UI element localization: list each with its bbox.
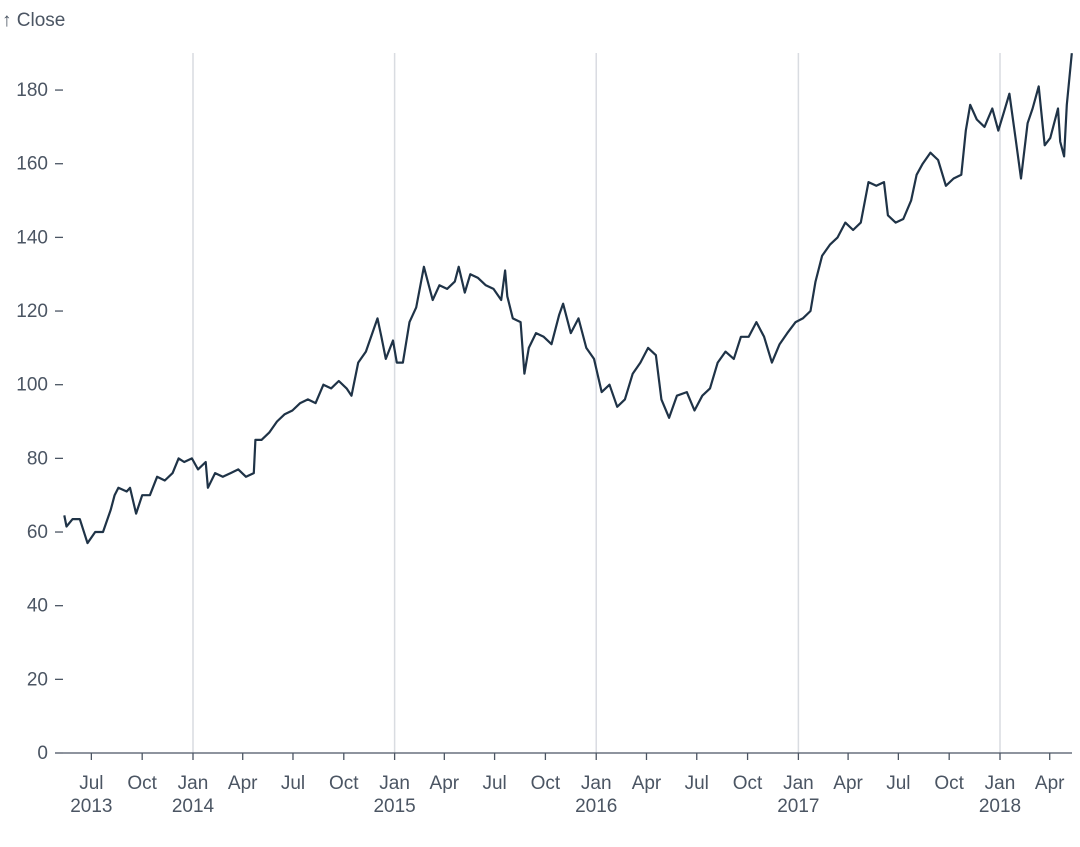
- x-tick-month-label: Apr: [430, 773, 460, 794]
- x-tick-month-label: Jul: [79, 773, 103, 794]
- x-tick-month-label: Jul: [886, 773, 910, 794]
- x-tick-month-label: Jan: [783, 773, 814, 794]
- y-tick-label: 20: [27, 669, 48, 690]
- x-tick-year-label: 2015: [373, 796, 415, 817]
- x-tick-year-label: 2013: [70, 796, 112, 817]
- x-tick-month-label: Apr: [833, 773, 863, 794]
- x-tick-month-label: Oct: [934, 773, 964, 794]
- x-tick-month-label: Jan: [581, 773, 612, 794]
- x-tick-month-label: Apr: [228, 773, 258, 794]
- x-tick-month-label: Oct: [531, 773, 561, 794]
- y-tick-label: 100: [16, 375, 48, 396]
- x-tick-month-label: Oct: [127, 773, 157, 794]
- x-tick-month-label: Jul: [281, 773, 305, 794]
- x-tick-month-label: Jan: [178, 773, 209, 794]
- x-tick-year-label: 2016: [575, 796, 617, 817]
- x-tick-month-label: Jan: [379, 773, 410, 794]
- x-tick-month-label: Jul: [685, 773, 709, 794]
- x-tick-month-label: Oct: [329, 773, 359, 794]
- x-tick-year-label: 2018: [979, 796, 1021, 817]
- x-tick-month-label: Jan: [985, 773, 1016, 794]
- y-tick-label: 60: [27, 522, 48, 543]
- y-tick-label: 180: [16, 80, 48, 101]
- y-tick-label: 40: [27, 596, 48, 617]
- y-tick-label: 120: [16, 301, 48, 322]
- y-tick-label: 0: [37, 743, 48, 764]
- y-axis: 0 20 40 60 80 100 120 140 160 180: [16, 80, 63, 764]
- gridlines: [192, 53, 1001, 753]
- x-tick-month-label: Jul: [482, 773, 506, 794]
- y-tick-label: 160: [16, 154, 48, 175]
- x-tick-year-label: 2014: [172, 796, 215, 817]
- y-axis-label: ↑ Close: [2, 10, 65, 31]
- y-tick-label: 80: [27, 448, 48, 469]
- x-tick-month-label: Apr: [632, 773, 662, 794]
- y-tick-label: 140: [16, 227, 48, 248]
- x-tick-month-label: Apr: [1035, 773, 1065, 794]
- close-series-line: [63, 53, 1073, 545]
- x-tick-year-label: 2017: [777, 796, 819, 817]
- x-tick-month-label: Oct: [733, 773, 763, 794]
